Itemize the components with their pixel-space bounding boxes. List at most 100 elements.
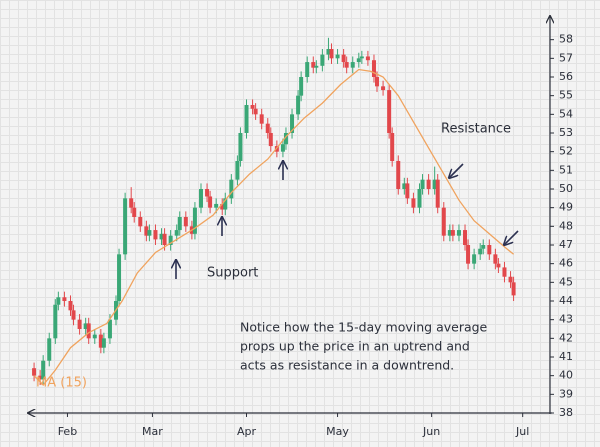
candle-body bbox=[98, 334, 103, 348]
candle-body bbox=[481, 245, 486, 249]
candle-body bbox=[456, 230, 461, 236]
candle-body bbox=[168, 235, 173, 245]
candle-body bbox=[359, 56, 364, 59]
candle-body bbox=[62, 297, 67, 301]
candle-body bbox=[159, 233, 164, 240]
candle-body bbox=[508, 276, 513, 283]
candle-body bbox=[132, 207, 137, 217]
y-tick-label: 56 bbox=[559, 70, 573, 83]
candle-body bbox=[220, 203, 225, 210]
candle-body bbox=[83, 323, 88, 329]
candle-body bbox=[238, 133, 243, 161]
candle-body bbox=[432, 179, 437, 189]
candle-body bbox=[487, 245, 492, 255]
candle-body bbox=[311, 62, 316, 68]
candle-body bbox=[326, 49, 331, 55]
candle-body bbox=[365, 56, 370, 61]
y-tick-label: 54 bbox=[559, 107, 573, 120]
candle-body bbox=[502, 267, 507, 277]
candle-body bbox=[86, 323, 91, 339]
candle-body bbox=[259, 114, 264, 124]
candle-body bbox=[205, 189, 210, 197]
y-tick-label: 40 bbox=[559, 369, 573, 382]
candle-body bbox=[223, 198, 228, 210]
candle-body bbox=[208, 196, 213, 208]
candle-body bbox=[396, 161, 401, 189]
candle-body bbox=[198, 189, 203, 208]
y-tick-label: 47 bbox=[559, 238, 573, 251]
candle-body bbox=[71, 310, 76, 320]
candle-body bbox=[47, 338, 52, 361]
candle-body bbox=[329, 49, 334, 59]
y-tick-label: 44 bbox=[559, 294, 573, 307]
y-tick-label: 43 bbox=[559, 313, 573, 326]
y-tick-label: 51 bbox=[559, 163, 573, 176]
candle-body bbox=[314, 65, 319, 68]
candle-body bbox=[192, 207, 197, 234]
candle-body bbox=[235, 161, 240, 180]
candle-body bbox=[463, 230, 468, 245]
y-tick-label: 58 bbox=[559, 33, 573, 46]
candle-body bbox=[265, 123, 270, 133]
candle-body bbox=[138, 217, 143, 227]
candle-body bbox=[402, 183, 407, 189]
y-tick-label: 50 bbox=[559, 182, 573, 195]
candle-body bbox=[420, 179, 425, 189]
candle-body bbox=[320, 54, 325, 66]
candle-body bbox=[244, 105, 249, 133]
plot-area bbox=[32, 37, 516, 386]
legend-label: MA (15) bbox=[36, 376, 87, 391]
y-tick-label: 52 bbox=[559, 145, 573, 158]
candle-body bbox=[356, 58, 361, 63]
candle-body bbox=[511, 282, 516, 296]
y-tick-label: 45 bbox=[559, 275, 573, 288]
candle-body bbox=[375, 77, 380, 87]
y-tick-label: 46 bbox=[559, 257, 573, 270]
y-tick-label: 57 bbox=[559, 51, 573, 64]
candle-body bbox=[296, 95, 301, 115]
candle-body bbox=[426, 179, 431, 189]
note-line: Notice how the 15-day moving average bbox=[240, 320, 488, 335]
candle-body bbox=[496, 263, 501, 268]
candle-body bbox=[153, 230, 158, 240]
candle-body bbox=[56, 297, 61, 305]
candle-body bbox=[390, 133, 395, 161]
candle-body bbox=[123, 198, 128, 255]
candle-body bbox=[299, 77, 304, 96]
candle-body bbox=[77, 319, 82, 329]
candle-body bbox=[253, 108, 258, 115]
moving-average-line bbox=[33, 68, 515, 386]
candle-body bbox=[214, 203, 219, 208]
candle-body bbox=[280, 144, 285, 152]
candle-body bbox=[335, 54, 340, 59]
y-tick-label: 38 bbox=[559, 406, 573, 419]
candle-body bbox=[250, 105, 255, 109]
candle-body bbox=[478, 248, 483, 255]
candle-body bbox=[387, 90, 392, 133]
candle-body bbox=[101, 338, 106, 348]
arrow bbox=[504, 230, 519, 245]
candle-body bbox=[129, 198, 134, 208]
candle-body bbox=[350, 62, 355, 68]
arrow bbox=[449, 163, 464, 178]
candle-body bbox=[450, 230, 455, 236]
candle-body bbox=[466, 245, 471, 264]
candle-body bbox=[117, 254, 122, 301]
y-tick-label: 39 bbox=[559, 387, 573, 400]
candle-body bbox=[472, 254, 477, 264]
note-line: props up the price in an uptrend and bbox=[240, 339, 470, 354]
candle-body bbox=[107, 319, 112, 339]
candle-body bbox=[68, 301, 73, 311]
candle-body bbox=[53, 304, 58, 339]
candle-body bbox=[441, 207, 446, 236]
candle-body bbox=[290, 114, 295, 133]
candle-body bbox=[144, 226, 149, 236]
y-tick-label: 42 bbox=[559, 331, 573, 344]
x-tick-label: Mar bbox=[142, 425, 163, 438]
candle-body bbox=[177, 217, 182, 231]
candle-body bbox=[41, 360, 46, 380]
candle-body bbox=[493, 254, 498, 264]
candle-body bbox=[162, 233, 167, 245]
candle-body bbox=[183, 217, 188, 227]
candle-body bbox=[92, 334, 97, 339]
